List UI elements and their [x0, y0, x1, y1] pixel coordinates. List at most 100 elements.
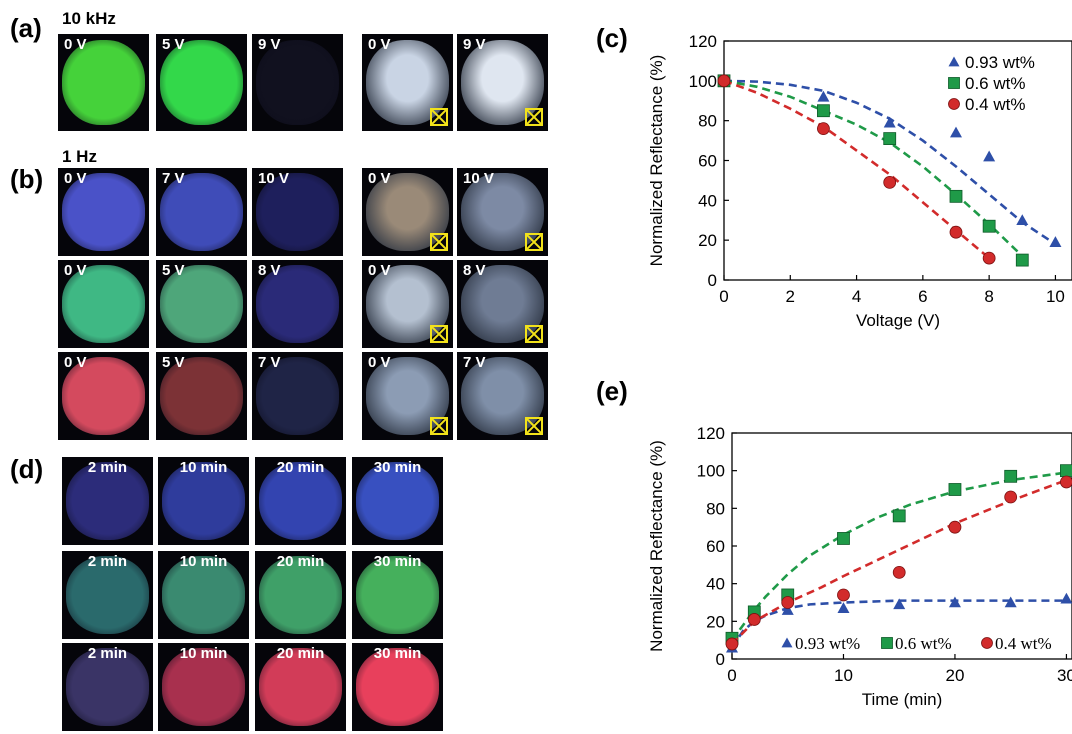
fit-line: [723, 79, 990, 260]
triangle-marker: [1016, 214, 1029, 226]
legend: 0.93 wt% 0.6 wt% 0.4 wt%: [948, 53, 1035, 114]
pom-tile: 0 V: [362, 260, 453, 348]
legend-label: 0.93 wt%: [965, 53, 1035, 72]
fit-line: [731, 478, 1067, 645]
crossed-polarizer-icon: [430, 233, 448, 251]
panel-b-label: (b): [10, 164, 44, 194]
legend-label: 0.6 wt%: [895, 634, 952, 653]
tile-label: 20 min: [276, 645, 325, 662]
circle-marker: [949, 225, 963, 239]
y-tick-label: 60: [706, 537, 725, 556]
y-axis-label: Normalized Reflectance (%): [647, 440, 666, 652]
pom-tile: 0 V: [362, 34, 453, 131]
circle-marker: [781, 596, 795, 609]
micrograph-tile: 20 min: [255, 551, 346, 639]
crossed-polarizer-icon: [430, 417, 448, 435]
sample-region: [355, 556, 440, 634]
micrograph-tile: 7 V: [156, 168, 247, 256]
tile-label: 10 min: [179, 459, 228, 476]
tile-label: 20 min: [276, 553, 325, 570]
tile-label: 10 V: [463, 170, 494, 187]
tile-label: 0 V: [368, 36, 391, 53]
square-marker: [892, 509, 906, 523]
crossed-polarizer-icon: [525, 417, 543, 435]
x-tick-label: 20: [945, 666, 964, 685]
sample-region: [258, 556, 343, 634]
micrograph-tile: 2 min: [62, 551, 153, 639]
tile-label: 0 V: [368, 262, 391, 279]
panel-b-condition: 1 Hz: [62, 147, 97, 166]
tile-label: 30 min: [373, 645, 422, 662]
pom-tile: 9 V: [457, 34, 548, 131]
sample-region: [355, 648, 440, 726]
y-tick-label: 80: [706, 499, 725, 518]
x-tick-label: 10: [834, 666, 853, 685]
x-tick-label: 0: [719, 287, 728, 306]
sample-region: [255, 173, 340, 251]
micrograph-tile: 9 V: [252, 34, 343, 131]
y-tick-label: 120: [689, 32, 717, 51]
square-marker: [949, 189, 963, 203]
triangle-marker: [1004, 596, 1017, 608]
tile-label: 0 V: [64, 36, 87, 53]
pom-tile: 0 V: [362, 352, 453, 440]
series-circle: [725, 475, 1072, 651]
sample-region: [159, 265, 244, 343]
plot-frame: [731, 432, 1072, 660]
micrograph-tile: 2 min: [62, 457, 153, 545]
sample-region: [255, 39, 340, 126]
circle-marker: [948, 98, 960, 110]
square-marker: [883, 132, 897, 145]
x-axis-label: Time (min): [862, 690, 943, 709]
micrograph-tile: 5 V: [156, 34, 247, 131]
legend-label: 0.4 wt%: [965, 95, 1025, 114]
tile-label: 10 min: [179, 645, 228, 662]
tile-label: 5 V: [162, 354, 185, 371]
micrograph-tile: 10 min: [158, 551, 249, 639]
tile-label: 8 V: [258, 262, 281, 279]
pom-tile: 0 V: [362, 168, 453, 256]
square-marker: [1004, 469, 1018, 483]
series-triangle: [718, 74, 1062, 247]
tile-label: 10 min: [179, 553, 228, 570]
y-tick-label: 120: [697, 424, 725, 443]
micrograph-tile: 0 V: [58, 260, 149, 348]
chart-c: 0 20 40 60 80 100 120 0 2 4 6 8 10 Voltage (V) Normali…: [647, 32, 1072, 330]
tile-label: 2 min: [87, 459, 128, 476]
tile-label: 8 V: [463, 262, 486, 279]
x-tick-label: 6: [918, 287, 927, 306]
tile-label: 9 V: [463, 36, 486, 53]
x-tick-label: 30: [1057, 666, 1072, 685]
sample-region: [255, 357, 340, 435]
x-tick-label: 2: [786, 287, 795, 306]
micrograph-tile: 10 V: [252, 168, 343, 256]
triangle-marker: [781, 637, 793, 648]
y-tick-label: 20: [698, 231, 717, 250]
sample-region: [61, 173, 146, 251]
micrograph-tile: 5 V: [156, 352, 247, 440]
series-square: [725, 464, 1072, 645]
y-tick-label: 40: [706, 575, 725, 594]
circle-marker: [725, 637, 739, 651]
micrograph-tile: 30 min: [352, 643, 443, 731]
tile-label: 20 min: [276, 459, 325, 476]
sample-region: [159, 357, 244, 435]
sample-region: [65, 648, 150, 726]
sample-region: [65, 556, 150, 634]
sample-region: [355, 462, 440, 540]
circle-marker: [982, 251, 996, 265]
x-tick-label: 4: [852, 287, 861, 306]
legend-label: 0.4 wt%: [995, 634, 1052, 653]
sample-region: [61, 357, 146, 435]
tile-label: 30 min: [373, 459, 422, 476]
sample-region: [258, 648, 343, 726]
circle-marker: [948, 520, 962, 534]
micrograph-tile: 2 min: [62, 643, 153, 731]
micrograph-tile: 5 V: [156, 260, 247, 348]
circle-marker: [817, 122, 830, 136]
tile-label: 0 V: [64, 170, 87, 187]
sample-region: [65, 462, 150, 540]
circle-marker: [747, 613, 761, 626]
triangle-marker: [950, 126, 962, 138]
micrograph-tile: 10 min: [158, 457, 249, 545]
